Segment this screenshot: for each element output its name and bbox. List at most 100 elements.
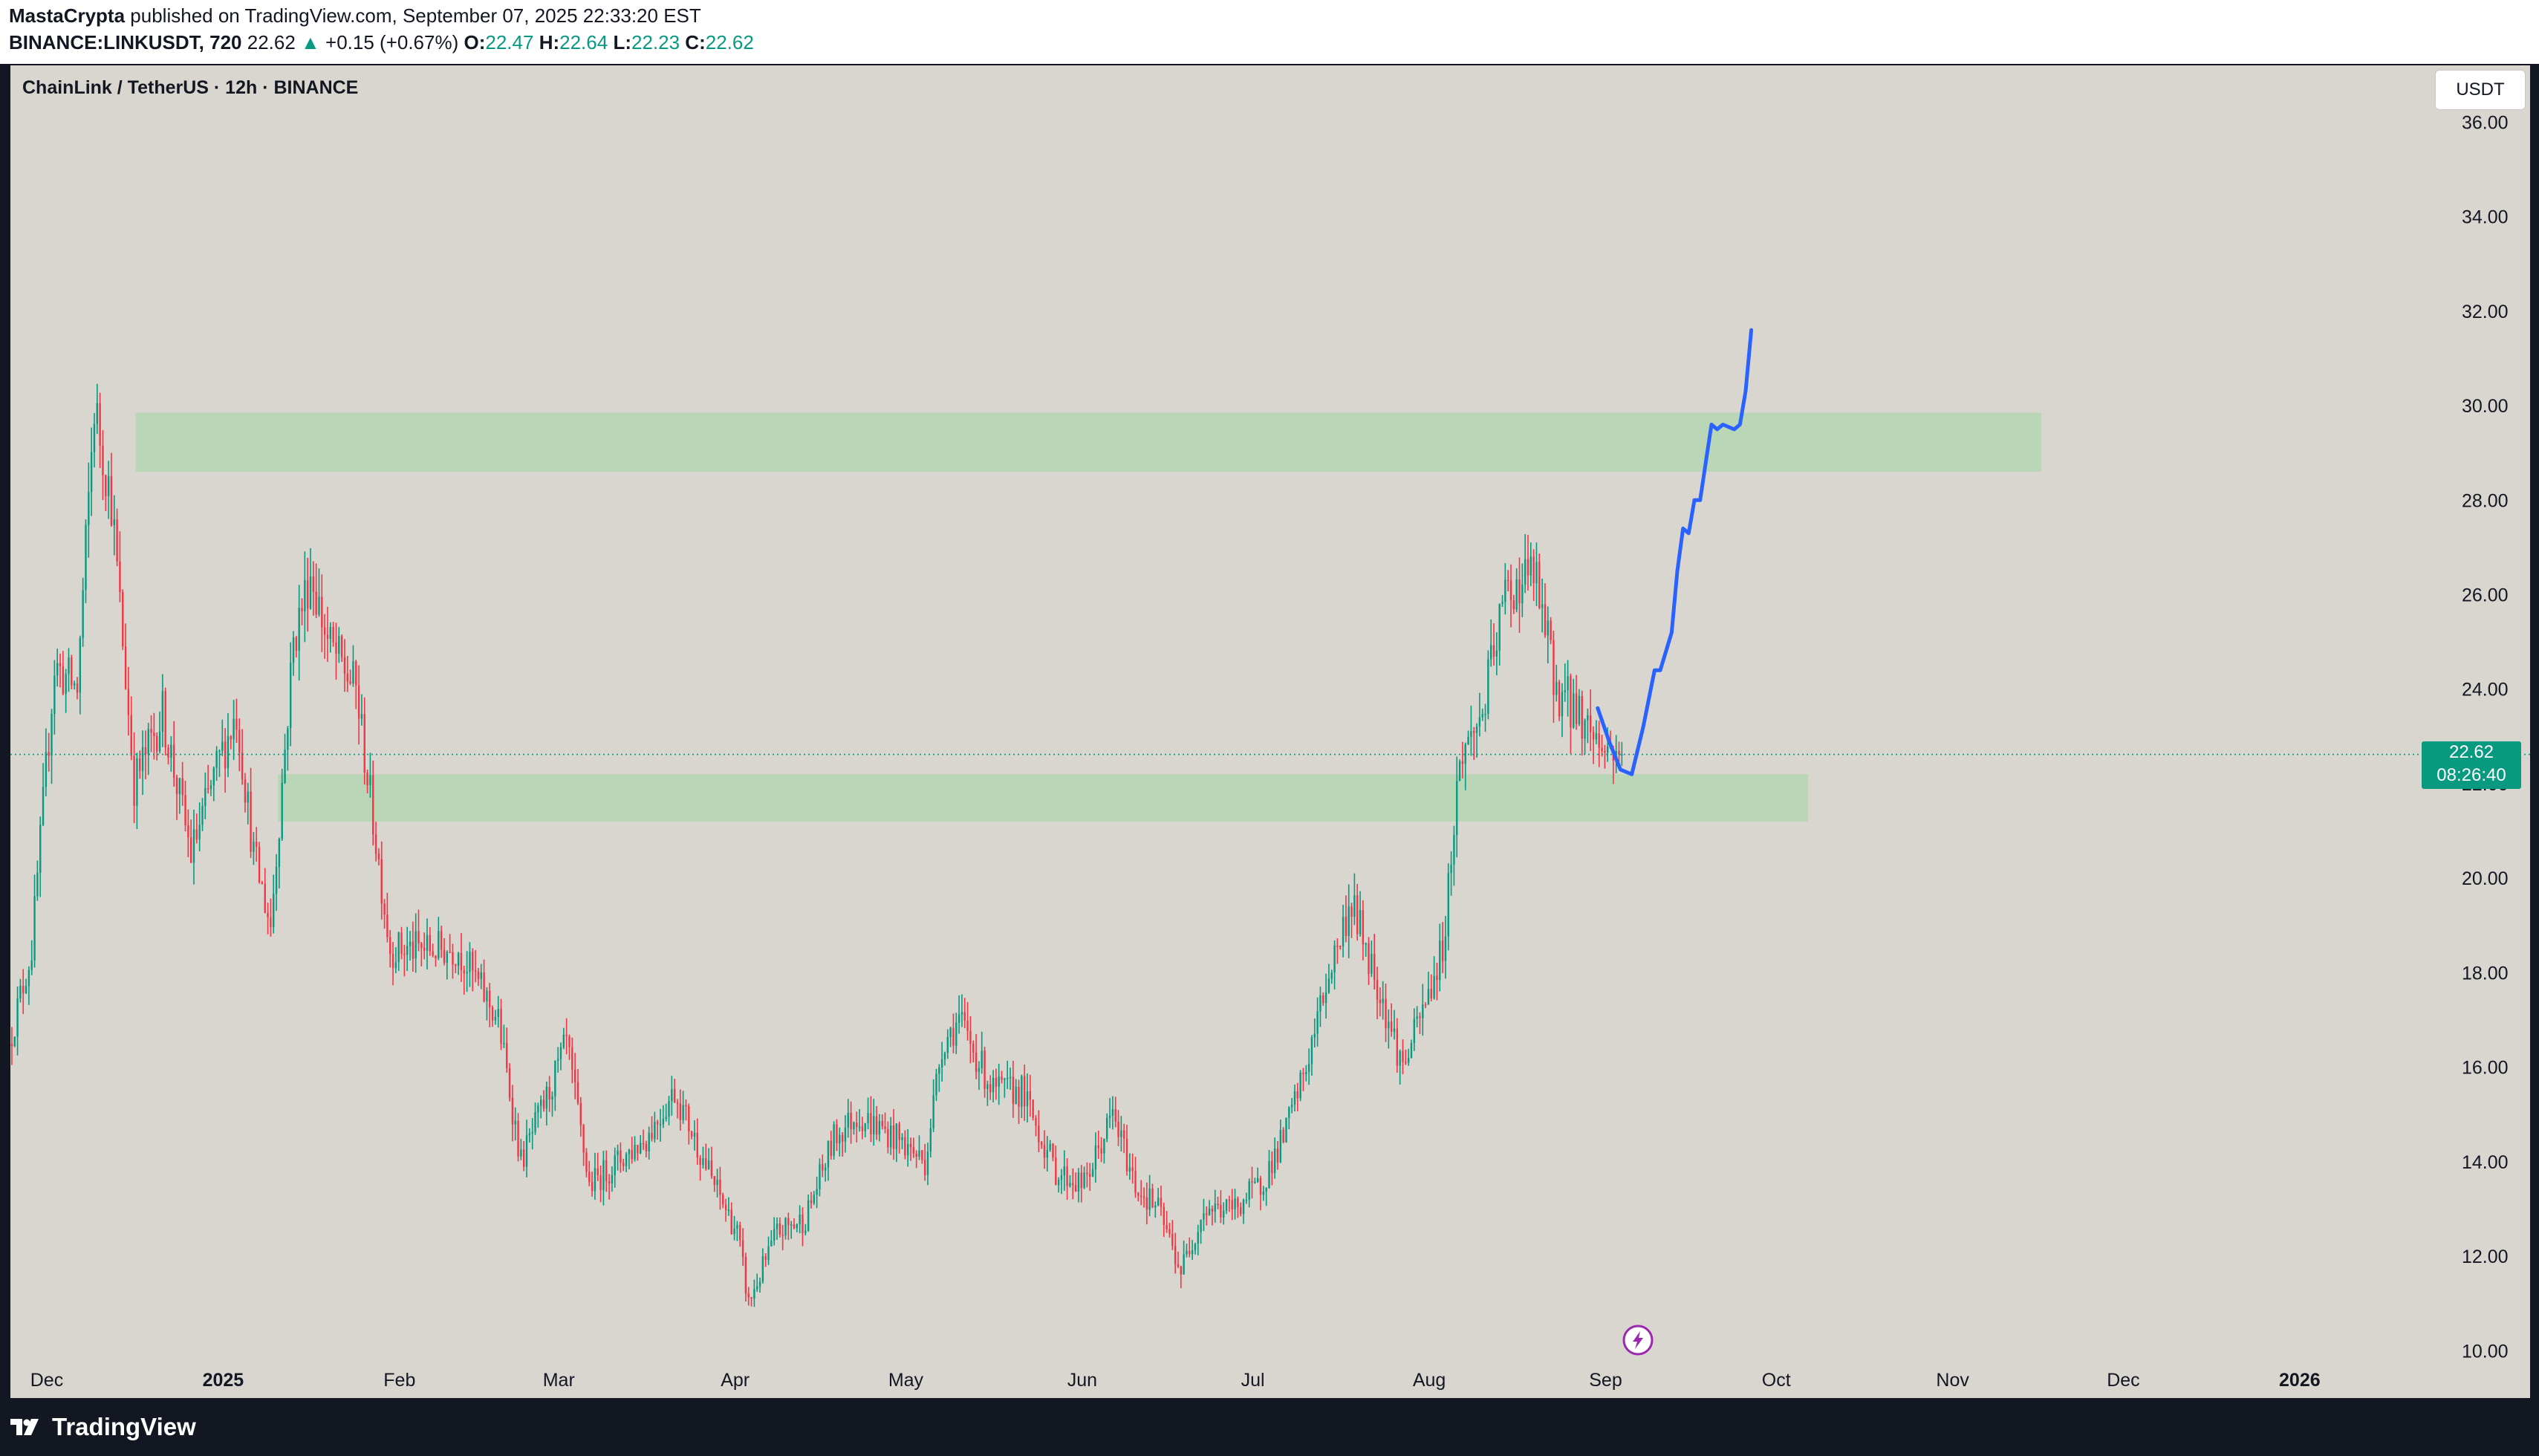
candle-body-177 xyxy=(514,1120,516,1125)
candle-body-27 xyxy=(88,492,90,525)
candle-body-208 xyxy=(602,1160,605,1191)
candle-body-165 xyxy=(480,972,482,979)
y-tick-label-11: 14.00 xyxy=(2462,1152,2509,1173)
candle-body-182 xyxy=(528,1133,531,1136)
candle-body-222 xyxy=(642,1143,645,1145)
candle-body-544 xyxy=(1558,682,1561,717)
candle-body-138 xyxy=(403,954,406,955)
candle-body-396 xyxy=(1137,1193,1140,1196)
candle-body-400 xyxy=(1148,1188,1151,1210)
candle-body-374 xyxy=(1074,1185,1077,1192)
candle-body-494 xyxy=(1416,1016,1418,1019)
candle-body-39 xyxy=(122,592,124,647)
projection-path[interactable] xyxy=(1596,328,1754,776)
candle-body-34 xyxy=(107,476,110,496)
zone-rect-1[interactable] xyxy=(277,774,1809,822)
candle-body-86 xyxy=(256,841,258,847)
candle-body-432 xyxy=(1240,1206,1242,1215)
candle-body-346 xyxy=(995,1078,998,1087)
candle-body-529 xyxy=(1515,579,1518,610)
candle-body-507 xyxy=(1453,834,1455,865)
candle-body-10 xyxy=(39,825,42,873)
candle-body-256 xyxy=(739,1224,741,1241)
candle-body-46 xyxy=(141,747,144,771)
symbol-label: BINANCE:LINKUSDT, 720 xyxy=(9,31,242,53)
candle-body-324 xyxy=(932,1095,934,1128)
candle-body-336 xyxy=(966,1020,969,1031)
candle-body-242 xyxy=(699,1157,701,1166)
candle-body-101 xyxy=(298,608,300,651)
candle-body-338 xyxy=(972,1044,975,1053)
candle-body-25 xyxy=(82,590,84,638)
candle-body-500 xyxy=(1433,975,1435,998)
candle-body-506 xyxy=(1450,864,1452,874)
candle-body-399 xyxy=(1145,1197,1148,1210)
candle-body-124 xyxy=(363,714,365,773)
candle-body-297 xyxy=(856,1122,858,1128)
candle-body-283 xyxy=(816,1189,818,1195)
candle-body-375 xyxy=(1077,1172,1080,1192)
candle-body-191 xyxy=(554,1060,556,1096)
candle-body-383 xyxy=(1100,1148,1102,1154)
candle-body-381 xyxy=(1094,1145,1097,1169)
zone-rect-0[interactable] xyxy=(135,412,2042,472)
candle-body-217 xyxy=(628,1149,631,1154)
candle-body-272 xyxy=(784,1218,787,1236)
candle-body-271 xyxy=(781,1235,784,1236)
low-value: 22.23 xyxy=(631,31,680,53)
candle-body-555 xyxy=(1590,715,1592,732)
candle-body-126 xyxy=(369,775,371,786)
chart-area[interactable]: 36.0034.0032.0030.0028.0026.0024.0022.00… xyxy=(10,65,2530,1398)
currency-button[interactable]: USDT xyxy=(2435,70,2526,110)
y-tick-label-5: 26.00 xyxy=(2462,585,2509,606)
candle-body-168 xyxy=(489,990,491,1008)
candle-body-3 xyxy=(19,986,22,999)
candle-body-68 xyxy=(204,787,207,806)
candle-body-12 xyxy=(45,752,48,787)
candle-body-279 xyxy=(804,1230,807,1234)
candle-body-174 xyxy=(506,1043,508,1068)
candle-body-387 xyxy=(1111,1109,1114,1116)
author-name[interactable]: MastaCrypta xyxy=(9,4,126,27)
y-tick-label-12: 12.00 xyxy=(2462,1247,2509,1267)
candle-body-190 xyxy=(551,1096,553,1100)
candle-body-511 xyxy=(1464,744,1466,764)
y-tick-label-4: 28.00 xyxy=(2462,490,2509,511)
candle-body-551 xyxy=(1578,696,1581,724)
price-change: +0.15 (+0.67%) xyxy=(325,31,459,53)
candle-body-162 xyxy=(472,952,474,971)
candle-body-481 xyxy=(1379,999,1382,1004)
candle-body-215 xyxy=(622,1163,625,1166)
candle-body-28 xyxy=(90,452,93,493)
candle-body-275 xyxy=(793,1224,796,1229)
candle-body-277 xyxy=(799,1214,801,1225)
y-tick-label-6: 24.00 xyxy=(2462,680,2509,701)
candle-body-502 xyxy=(1439,940,1441,981)
candle-body-239 xyxy=(690,1131,693,1137)
chart-title: ChainLink / TetherUS · 12h · BINANCE xyxy=(22,77,359,98)
candle-body-111 xyxy=(326,634,329,639)
candle-body-67 xyxy=(201,805,204,825)
candle-body-295 xyxy=(850,1112,852,1130)
candle-body-385 xyxy=(1106,1117,1108,1140)
candle-body-508 xyxy=(1456,781,1458,835)
candle-body-540 xyxy=(1547,620,1549,636)
candle-body-229 xyxy=(662,1119,665,1125)
price-chart[interactable]: 36.0034.0032.0030.0028.0026.0024.0022.00… xyxy=(10,65,2530,1398)
candle-body-301 xyxy=(867,1113,869,1124)
tradingview-logo[interactable]: TradingView xyxy=(10,1413,196,1441)
candle-body-110 xyxy=(323,627,326,635)
candle-body-113 xyxy=(332,627,334,643)
candle-body-85 xyxy=(253,841,255,852)
published-text: published on TradingView.com, September … xyxy=(130,4,701,27)
candle-body-384 xyxy=(1103,1139,1105,1154)
candle-body-213 xyxy=(617,1150,619,1156)
candle-body-212 xyxy=(614,1155,616,1175)
candle-body-509 xyxy=(1458,761,1461,781)
candle-body-63 xyxy=(189,837,192,863)
candle-body-376 xyxy=(1080,1172,1082,1189)
candle-body-268 xyxy=(773,1229,776,1241)
candle-body-59 xyxy=(178,778,181,794)
candle-body-475 xyxy=(1362,910,1365,945)
candle-body-201 xyxy=(582,1125,585,1153)
